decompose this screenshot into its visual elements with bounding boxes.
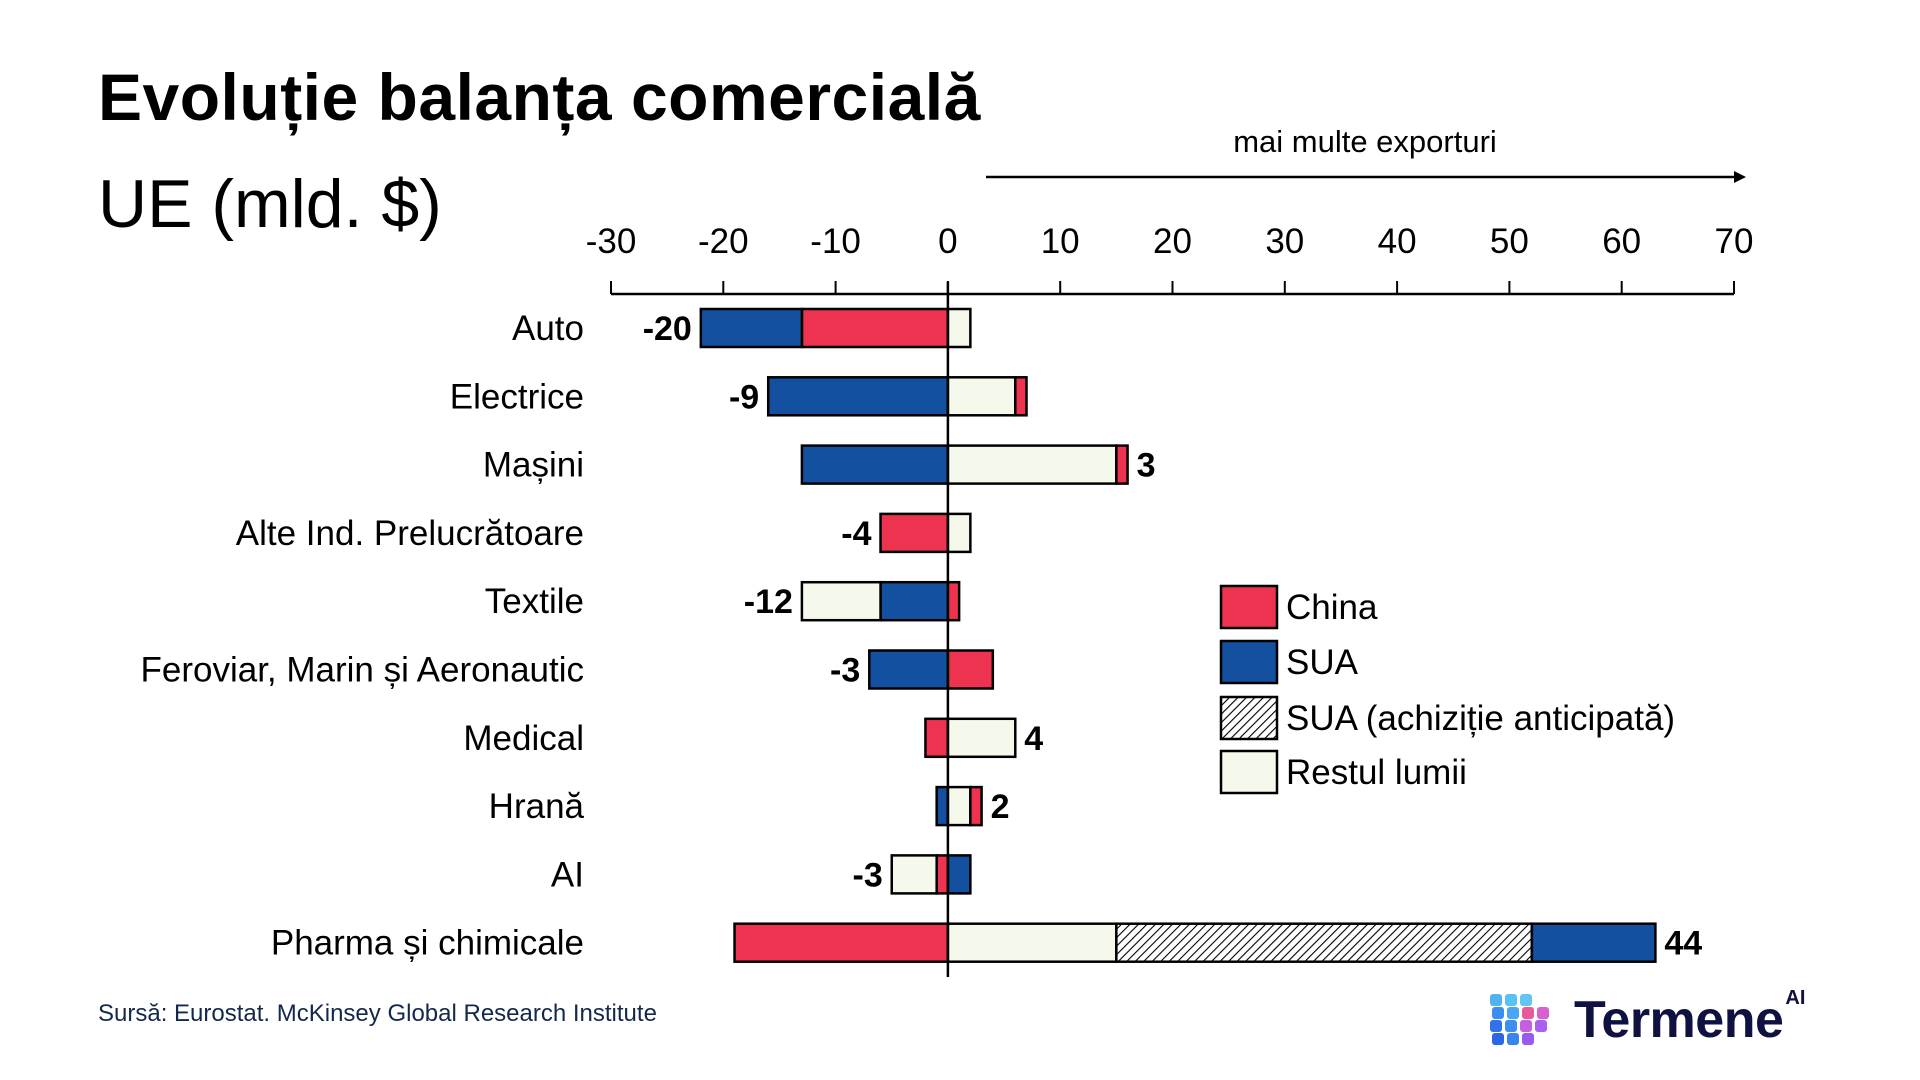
bar-segment-china	[946, 649, 995, 690]
legend-swatch	[1219, 584, 1279, 630]
bar-segment-china	[1115, 444, 1129, 485]
logo-cube-tile	[1522, 1007, 1534, 1019]
category-label: Textile	[485, 582, 584, 621]
bar-segment-rest	[946, 922, 1118, 963]
x-tick-label: 20	[1153, 222, 1192, 261]
category-label: Auto	[512, 309, 584, 348]
page-title: Evoluție balanța comercială	[98, 60, 981, 134]
bar-segment-sua	[766, 376, 950, 417]
logo-cube-tile	[1520, 1020, 1532, 1032]
logo-cube-tile	[1537, 1007, 1549, 1019]
net-value-label: -3	[853, 856, 883, 894]
legend-item-rest: Restul lumii	[1219, 749, 1467, 795]
category-label: Feroviar, Marin și Aeronautic	[140, 651, 584, 690]
legend-item-sua-anticipated: SUA (achiziție anticipată)	[1219, 695, 1675, 741]
bar-segment-rest	[800, 580, 882, 622]
bar-segment-china	[879, 512, 950, 554]
x-tick-label: 60	[1602, 222, 1641, 261]
legend-label: China	[1286, 588, 1378, 627]
logo-cube-tile	[1507, 1033, 1519, 1045]
net-value-label: -3	[830, 652, 860, 690]
net-value-label: -12	[744, 583, 793, 621]
logo-cube-tile	[1535, 1020, 1547, 1032]
logo-cube-tile	[1492, 1007, 1504, 1019]
bar-segment-china	[924, 717, 950, 759]
legend-label: SUA (achiziție anticipată)	[1286, 699, 1675, 738]
arrow-head-icon	[1734, 171, 1746, 183]
net-value-label: -20	[643, 310, 692, 348]
x-tick-label: 70	[1715, 222, 1754, 261]
legend-label: Restul lumii	[1286, 753, 1467, 792]
x-tick-label: 0	[938, 222, 957, 261]
bar-segment-china	[935, 854, 950, 895]
bar-segment-sua	[699, 307, 804, 349]
category-label: Electrice	[450, 377, 584, 416]
category-label: AI	[551, 855, 584, 894]
logo-cube-tile	[1505, 994, 1517, 1006]
bar-segment-rest	[946, 307, 972, 349]
legend-swatch	[1219, 639, 1279, 685]
legend-swatch	[1219, 695, 1279, 741]
page-subtitle: UE (mld. $)	[98, 166, 442, 242]
x-tick-label: 40	[1378, 222, 1417, 261]
legend-label: SUA	[1286, 643, 1359, 682]
logo-cube-tile	[1490, 1020, 1502, 1032]
bar-segment-rest	[946, 717, 1017, 759]
exports-annotation: mai multe exporturi	[1233, 124, 1497, 159]
logo-cube-tile	[1520, 994, 1532, 1006]
logo-cube-tile	[1507, 1007, 1519, 1019]
bar-segment-sua	[800, 444, 950, 485]
category-label: Mașini	[483, 446, 584, 485]
cube-logo-icon	[1490, 992, 1560, 1048]
bar-segment-rest	[946, 785, 972, 827]
source-note: Sursă: Eurostat. McKinsey Global Researc…	[98, 1000, 657, 1027]
bar-segment-china	[1014, 376, 1028, 417]
bar-segment-rest	[946, 512, 972, 554]
x-tick-label: 30	[1265, 222, 1304, 261]
logo-cube-tile	[1522, 1033, 1534, 1045]
net-value-label: 44	[1664, 925, 1702, 963]
x-tick-label: -10	[810, 222, 861, 261]
legend-item-china: China	[1219, 584, 1378, 630]
logo-text: Termene	[1574, 991, 1784, 1049]
net-value-label: -4	[841, 515, 871, 553]
category-label: Alte Ind. Prelucrătoare	[236, 514, 584, 553]
logo-cube-tile	[1505, 1020, 1517, 1032]
bar-segment-rest	[890, 854, 938, 895]
bar-segment-rest	[946, 376, 1017, 417]
logo-superscript: AI	[1785, 986, 1806, 1009]
logo-cube-tile	[1490, 994, 1502, 1006]
termene-logo: Termene AI	[1490, 986, 1806, 1050]
net-value-label: 4	[1024, 720, 1043, 758]
bar-segment-china	[969, 785, 983, 827]
x-tick-label: -20	[698, 222, 749, 261]
bar-segment-china	[800, 307, 950, 349]
x-tick-label: 50	[1490, 222, 1529, 261]
bar-segment-sua	[1530, 922, 1657, 963]
legend-item-sua: SUA	[1219, 639, 1359, 685]
category-label: Hrană	[489, 787, 585, 826]
legend-swatch	[1219, 749, 1279, 795]
net-value-label: 3	[1137, 447, 1156, 485]
bar-segment-rest	[946, 444, 1118, 485]
bar-segment-china	[733, 922, 950, 963]
bar-segment-sua	[868, 649, 950, 690]
bar-segment-china	[946, 580, 961, 622]
category-label: Pharma și chimicale	[271, 924, 584, 963]
bar-segment-sua-anticipated	[1115, 922, 1534, 963]
net-value-label: 2	[991, 788, 1010, 826]
x-tick-label: 10	[1041, 222, 1080, 261]
bar-segment-sua	[946, 854, 972, 895]
bar-segment-sua	[879, 580, 950, 622]
net-value-label: -9	[729, 378, 759, 416]
bar-segment-sua	[935, 785, 950, 827]
logo-cube-tile	[1492, 1033, 1504, 1045]
category-label: Medical	[463, 719, 584, 758]
x-tick-label: -30	[586, 222, 637, 261]
